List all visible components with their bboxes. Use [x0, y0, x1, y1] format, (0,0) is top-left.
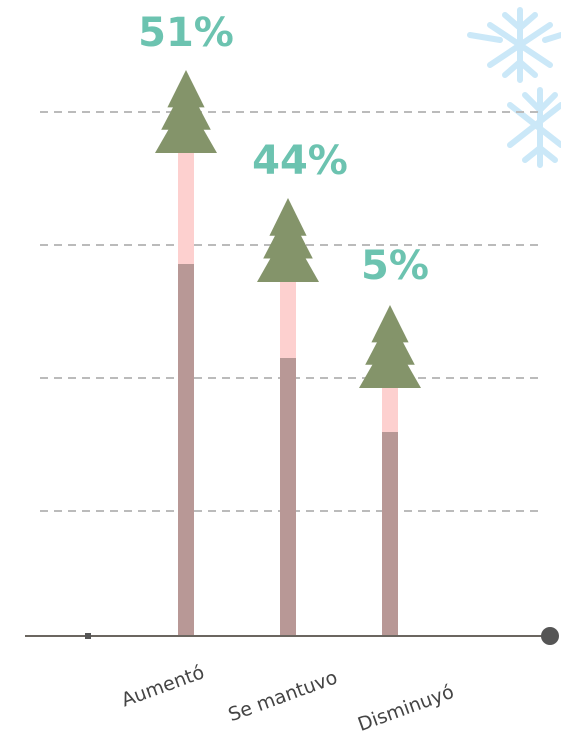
x-tick-label: Aumentó	[119, 661, 208, 711]
tree	[257, 227, 319, 282]
axis-end	[541, 627, 559, 645]
x-tick-label: Disminuyó	[355, 681, 457, 736]
tree	[359, 334, 421, 388]
x-tick-label: Se mantuvo	[225, 666, 340, 726]
pole	[382, 432, 398, 636]
pole-top	[178, 150, 194, 264]
pole	[178, 264, 194, 636]
pole-top	[382, 385, 398, 432]
tree	[155, 99, 217, 153]
pole	[280, 358, 296, 636]
value-label: 5%	[361, 243, 429, 289]
axis-marker	[85, 633, 91, 639]
value-label: 51%	[138, 10, 234, 56]
plot: 51% Aumentó 44% Se mantuvo 5% Disminuyó	[119, 10, 457, 736]
value-label: 44%	[252, 138, 348, 184]
pole-top	[280, 279, 296, 358]
snowflake	[467, 7, 561, 168]
